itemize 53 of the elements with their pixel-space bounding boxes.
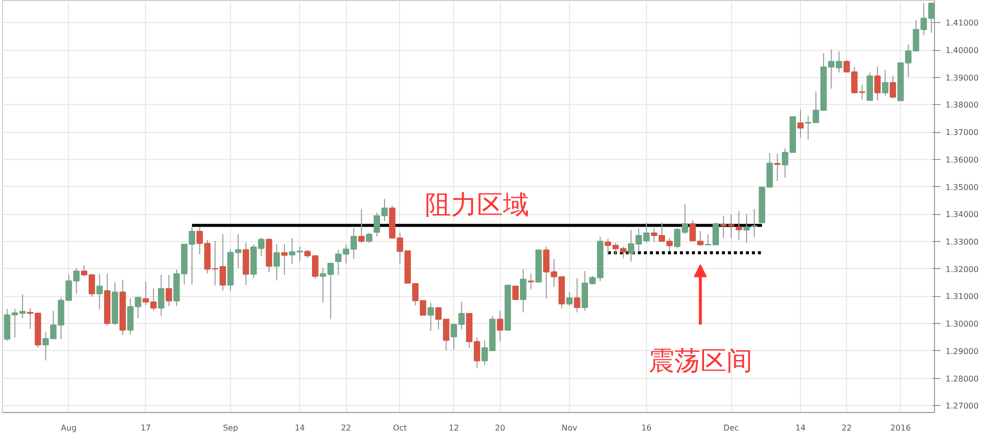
candlestick [166,274,172,307]
x-tick-label: 17 [140,424,151,432]
candlestick [743,214,750,244]
annotation: 阻力区域 [424,190,529,220]
y-tick-label: 1.28000 [946,374,979,384]
x-tick-label: 2016 [890,424,911,432]
candlestick [890,75,896,99]
candlestick [736,210,742,240]
candlestick [774,153,781,182]
y-tick-label: 1.33000 [946,238,979,247]
y-tick-label: 1.32000 [946,264,979,274]
y-tick-label: 1.31000 [946,292,979,302]
annotation: 震荡区间 [648,346,752,377]
y-tick-label: 1.41000 [946,18,979,28]
x-tick-label: 14 [795,424,806,432]
y-tick-label: 1.30000 [946,320,979,329]
candlestick [512,286,519,300]
x-tick-label: Aug [60,424,77,432]
y-tick-label: 1.37000 [946,128,979,138]
y-tick-label: 1.27000 [946,402,979,411]
candlestick [96,274,103,310]
candlestick [366,232,372,244]
candlestick [797,109,804,138]
y-tick-label: 1.36000 [946,155,979,164]
candlestick [882,69,888,96]
candlestick [158,274,164,317]
y-tick-label: 1.40000 [946,46,979,56]
candlestick [428,302,434,332]
candlestick [496,310,504,342]
y-tick-label: 1.38000 [946,100,979,110]
candlestick [751,208,758,238]
x-tick-label: 12 [448,424,459,432]
x-tick-label: Oct [393,424,407,432]
y-tick-label: 1.39000 [946,73,979,82]
y-tick-label: 1.35000 [946,182,979,192]
candlestick [520,268,526,313]
x-tick-label: 22 [340,424,352,432]
candlestick [874,66,881,101]
candlestick [358,208,365,244]
candlestick [528,273,534,290]
candlestick [566,292,573,306]
x-tick-label: 14 [294,424,305,432]
candlestick [574,278,580,313]
candlestick [274,244,280,281]
candlestick [281,244,288,276]
y-tick-label: 1.29000 [946,346,979,356]
y-tick-label: 1.34000 [946,210,979,220]
x-tick-label: 20 [494,424,506,432]
x-tick-label: Dec [723,424,739,432]
x-tick-label: 16 [641,424,652,432]
x-tick-label: 22 [842,424,852,432]
x-tick-label: Sep [222,424,238,432]
x-tick-label: Nov [562,424,578,432]
